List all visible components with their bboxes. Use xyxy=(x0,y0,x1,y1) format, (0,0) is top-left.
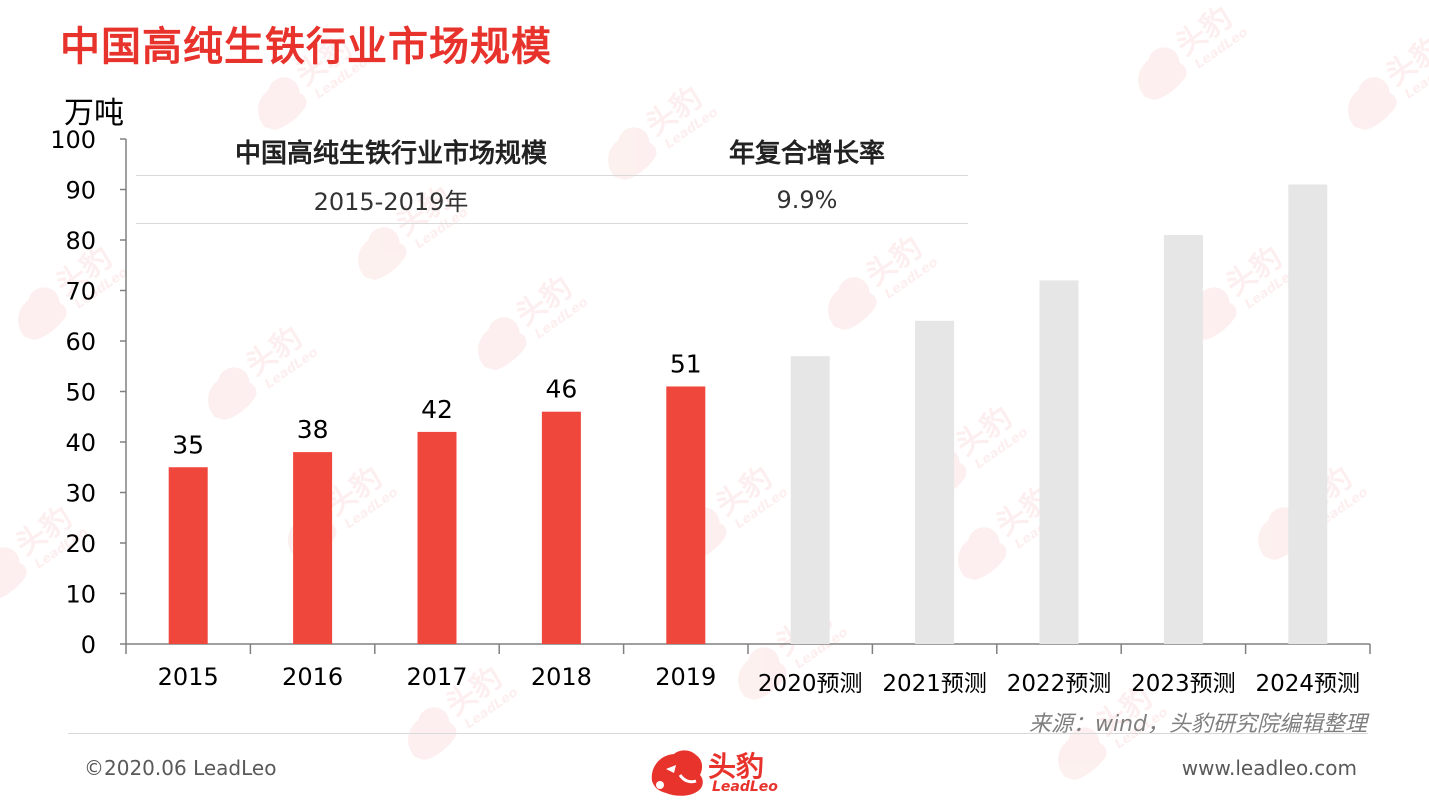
footer-website[interactable]: www.leadleo.com xyxy=(1181,756,1357,780)
footer-divider xyxy=(68,733,1368,734)
source-note: 来源：wind，头豹研究院编辑整理 xyxy=(1028,712,1367,737)
leadleo-logo: 头豹 LeadLeo xyxy=(646,745,786,799)
x-category-label: 2022预测 xyxy=(1007,671,1112,697)
bar-data-label: 51 xyxy=(670,349,702,378)
y-tick-label: 20 xyxy=(65,530,96,558)
actual-bar xyxy=(666,386,706,644)
y-tick-label: 40 xyxy=(65,429,96,457)
x-category-label: 2023预测 xyxy=(1131,671,1236,697)
cagr-header-rate: 年复合增长率 xyxy=(728,139,885,169)
actual-bar xyxy=(293,452,333,644)
y-tick-label: 60 xyxy=(65,328,96,356)
cagr-period: 2015-2019年 xyxy=(313,188,469,216)
x-category-label: 2017 xyxy=(406,663,467,691)
y-tick-label: 50 xyxy=(65,379,96,407)
x-category-label: 2015 xyxy=(158,663,219,691)
y-tick-label: 100 xyxy=(50,126,96,154)
forecast-bar xyxy=(1039,280,1079,644)
actual-bar xyxy=(417,431,457,644)
forecast-bar xyxy=(1288,184,1328,644)
forecast-bar xyxy=(1163,234,1203,644)
y-tick-label: 10 xyxy=(65,581,96,609)
y-tick-label: 0 xyxy=(81,631,96,659)
x-category-label: 2019 xyxy=(655,663,716,691)
bar-data-label: 35 xyxy=(172,430,204,459)
y-tick-label: 70 xyxy=(65,278,96,306)
y-tick-label: 30 xyxy=(65,480,96,508)
logo-text-en: LeadLeo xyxy=(712,779,778,795)
bar-chart: 0 10 20 30 40 50 60 70 80 90 100 35 2015 38 2016 42 2017… xyxy=(50,126,1371,697)
y-axis-unit: 万吨 xyxy=(64,96,124,131)
bar-data-label: 42 xyxy=(421,395,453,424)
actual-bar xyxy=(168,467,208,644)
logo-text-cn: 头豹 xyxy=(708,750,765,783)
forecast-bar xyxy=(915,320,955,644)
x-category-label: 2020预测 xyxy=(758,671,863,697)
x-category-label: 2018 xyxy=(531,663,592,691)
cagr-rate-value: 9.9% xyxy=(776,185,838,214)
cagr-table: 中国高纯生铁行业市场规模 年复合增长率 2015-2019年 9.9% xyxy=(136,128,968,224)
leopard-logo-icon xyxy=(651,750,703,796)
bar-data-label: 38 xyxy=(297,415,329,444)
bar-data-label: 46 xyxy=(545,375,577,404)
page-title: 中国高纯生铁行业市场规模 xyxy=(60,24,552,70)
x-category-label: 2016 xyxy=(282,663,343,691)
x-category-label: 2024预测 xyxy=(1256,671,1361,697)
footer-copyright: ©2020.06 LeadLeo xyxy=(84,756,277,780)
y-tick-label: 90 xyxy=(65,177,96,205)
forecast-bar xyxy=(790,356,830,644)
cagr-header-market-size: 中国高纯生铁行业市场规模 xyxy=(234,139,547,169)
cagr-table-row: 2015-2019年 9.9% xyxy=(136,176,968,224)
x-category-label: 2021预测 xyxy=(882,671,987,697)
cagr-table-header: 中国高纯生铁行业市场规模 年复合增长率 xyxy=(136,128,968,176)
y-tick-label: 80 xyxy=(65,227,96,255)
actual-bar xyxy=(541,411,581,644)
